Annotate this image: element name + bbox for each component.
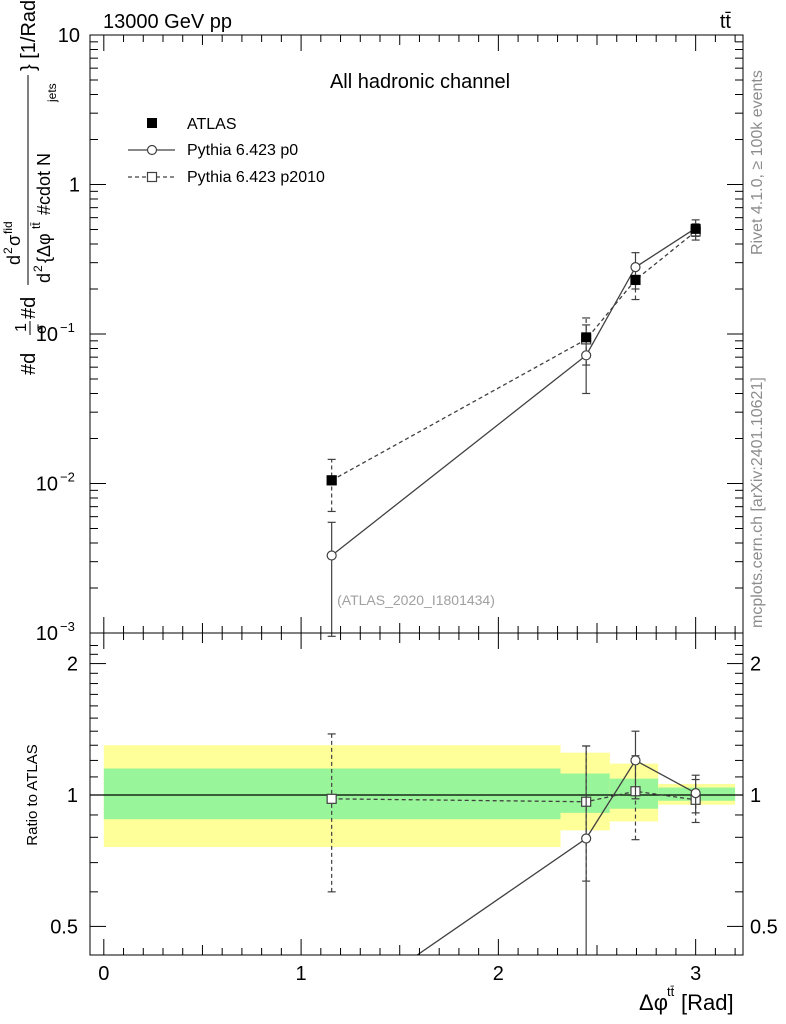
legend-atlas-label: ATLAS: [187, 116, 237, 133]
ylabel-den-2: 2: [31, 265, 45, 272]
legend-entry-atlas: ATLAS: [147, 116, 237, 133]
ylabel-num-2: 2: [1, 247, 15, 254]
x-axis-label: Δφ tt̄ [Rad]: [639, 984, 734, 1015]
legend-p0-label: Pythia 6.423 p0: [187, 142, 298, 159]
x-tick-label: 2: [493, 963, 504, 985]
ylabel-frac-num: 1: [13, 323, 30, 332]
p0-point: [326, 550, 337, 561]
ylabel-num-fid: fid: [1, 221, 15, 234]
ratio-plot-panel: 0.5 0.5 1 1 2 2 0 1 2 3 Ratio to ATLAS Δφ tt̄ [Ra…: [24, 632, 778, 1019]
y-tick-label-exponent: −1: [60, 320, 75, 335]
y-tick-label: 1: [69, 175, 80, 197]
legend-atlas-marker: [147, 118, 157, 128]
ratio-y-tick-label-left: 0.5: [50, 916, 78, 938]
ylabel-den-tt: tt̄: [29, 222, 43, 229]
p0-point: [630, 262, 641, 273]
y-tick-label-exponent: −3: [60, 619, 75, 634]
ylabel-den-dphi: {Δφ: [34, 233, 54, 263]
analysis-watermark: (ATLAS_2020_I1801434): [337, 592, 495, 608]
ratio-y-tick-label-right: 0.5: [750, 916, 778, 938]
ratio-p0-line: [416, 759, 696, 955]
atlas-point: [690, 223, 701, 234]
rivet-version-label: Rivet 4.1.0, ≥ 100k events: [749, 70, 766, 255]
legend-entry-p2010: Pythia 6.423 p2010: [128, 169, 325, 186]
plot-title: All hadronic channel: [330, 71, 510, 93]
ylabel-den-jets: jets: [45, 83, 59, 103]
legend: ATLAS Pythia 6.423 p0 Pythia 6.423 p2010: [128, 116, 325, 186]
ylabel-suffix: } [1/Rad]: [18, 0, 40, 71]
ylabel-den-cdot: #cdot N: [34, 153, 54, 215]
ratio-y-tick-label-left: 1: [67, 785, 78, 807]
ratio-p0-point: [581, 833, 592, 844]
header-process-label: tt̄: [720, 11, 732, 33]
y-tick-label: 10: [58, 25, 80, 47]
legend-p2010-marker: [146, 171, 158, 183]
y-tick-label: 10: [36, 324, 58, 346]
y-tick-label: 10: [36, 474, 58, 496]
mcplots-label: mcplots.cern.ch [arXiv:2401.10621]: [749, 377, 766, 628]
p0-line: [331, 227, 697, 556]
ratio-p0-point: [690, 788, 701, 799]
ratio-p0-point: [327, 1010, 336, 1019]
ratio-p2010-point: [326, 793, 337, 804]
ratio-y-axis-label: Ratio to ATLAS: [24, 744, 41, 845]
x-axis-label-sup: tt̄: [667, 984, 675, 999]
atlas-point: [326, 475, 337, 486]
ratio-y-tick-label-right: 2: [750, 654, 761, 676]
ylabel-mid: #d: [18, 297, 40, 319]
ylabel-frac-den: σ: [33, 324, 50, 334]
ratio-p0-point: [630, 755, 641, 766]
atlas-point: [630, 274, 641, 285]
x-axis-label-symbol: Δφ: [639, 990, 668, 1015]
ratio-y-tick-label-right: 1: [750, 785, 761, 807]
ylabel-den-d: d: [34, 273, 54, 283]
main-y-axis-label: #d 1 σ #d d 2 σ fid d 2 {Δφ tt̄ #cdot N …: [1, 0, 59, 375]
x-tick-label: 1: [296, 963, 307, 985]
ratio-plot-frame: [89, 632, 744, 956]
uncertainty-band-inner: [560, 773, 610, 813]
p0-point: [581, 350, 592, 361]
ylabel-num-sigma: σ: [4, 235, 24, 246]
x-tick-label: 0: [98, 963, 109, 985]
ratio-y-tick-label-left: 2: [67, 654, 78, 676]
y-tick-label: 10: [36, 623, 58, 645]
x-axis-label-unit: [Rad]: [681, 990, 734, 1015]
header-energy-label: 13000 GeV pp: [103, 11, 232, 33]
ylabel-prefix: #d: [18, 353, 40, 375]
atlas-point: [581, 332, 592, 343]
p2010-line: [331, 230, 697, 481]
legend-entry-p0: Pythia 6.423 p0: [128, 142, 298, 159]
y-tick-label-exponent: −2: [60, 470, 75, 485]
ratio-p2010-line: [331, 790, 696, 803]
legend-p0-marker: [146, 144, 158, 156]
legend-p2010-label: Pythia 6.423 p2010: [187, 169, 325, 186]
ylabel-num-d: d: [4, 255, 24, 265]
x-tick-label: 3: [690, 963, 701, 985]
